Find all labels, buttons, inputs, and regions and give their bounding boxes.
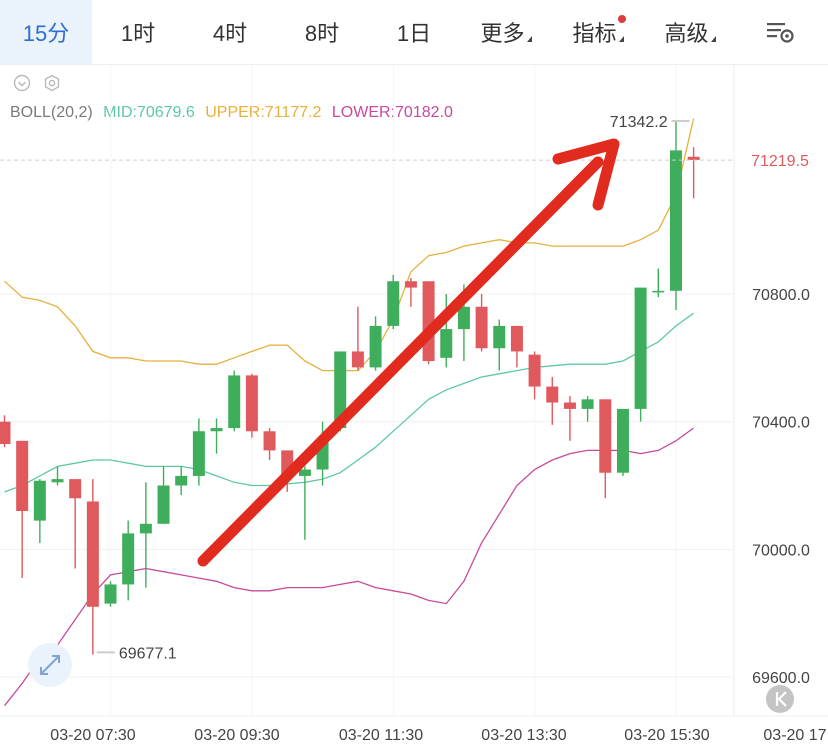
tab-label: 更多 xyxy=(480,21,525,46)
candle-body xyxy=(616,408,629,473)
candle-body xyxy=(69,479,82,499)
candle-body xyxy=(210,428,223,432)
tab-1[interactable]: 1时 xyxy=(92,0,184,64)
trend-arrow-head xyxy=(552,138,620,211)
candle-body xyxy=(510,325,523,352)
candle-body xyxy=(457,306,470,330)
dropdown-corner-icon xyxy=(618,36,624,42)
candle-body xyxy=(440,329,453,358)
y-tick-label: 69600.0 xyxy=(752,670,810,687)
expand-icon[interactable] xyxy=(28,643,72,687)
scroll-to-latest-icon[interactable] xyxy=(766,685,794,713)
candle-body xyxy=(104,584,117,604)
candle-body xyxy=(599,399,612,473)
tab-7[interactable]: 高级 xyxy=(644,0,736,64)
y-tick-label: 70800.0 xyxy=(752,287,810,304)
trend-arrow-shaft xyxy=(197,156,604,567)
chart-settings-icon[interactable] xyxy=(764,18,796,46)
candle-body xyxy=(546,386,559,403)
candle-body xyxy=(351,351,364,368)
x-tick-label: 03-20 07:30 xyxy=(50,727,136,744)
candle-body xyxy=(475,306,488,349)
candle-body xyxy=(687,156,700,160)
tab-label: 15分 xyxy=(22,21,70,46)
candlestick-chart[interactable]: 70800.0 70400.0 70000.0 69600.0 03-20 07:30 0… xyxy=(0,64,828,748)
tab-bar-divider xyxy=(0,64,828,65)
tab-label: 4时 xyxy=(212,21,248,46)
candle-body xyxy=(228,375,241,429)
boll-name: BOLL(20,2) xyxy=(10,104,93,121)
notification-dot-icon xyxy=(618,15,626,23)
tab-6[interactable]: 指标 xyxy=(552,0,644,64)
x-tick-label: 03-20 11:30 xyxy=(339,727,423,744)
candle-body xyxy=(669,150,682,291)
boll-legend: BOLL(20,2) MID:70679.6 UPPER:71177.2 LOW… xyxy=(10,104,459,122)
boll-upper-label: UPPER:71177.2 xyxy=(205,104,322,121)
candle-body xyxy=(263,431,276,451)
candle-body xyxy=(192,431,205,476)
tab-label: 1时 xyxy=(120,21,156,46)
candle-body xyxy=(175,475,188,486)
indicator-check-icon[interactable] xyxy=(13,74,31,92)
candle-body xyxy=(387,281,400,326)
boll-lower-label: LOWER:70182.0 xyxy=(331,104,453,121)
candle-body xyxy=(334,351,347,429)
tab-2[interactable]: 4时 xyxy=(184,0,276,64)
boll-lower-line xyxy=(3,427,694,707)
candle-body xyxy=(139,523,152,534)
candle-body xyxy=(369,325,382,368)
candle-body xyxy=(157,485,170,524)
last-price-label: 71219.5 xyxy=(751,153,809,170)
tab-4[interactable]: 1日 xyxy=(368,0,460,64)
candle-body xyxy=(581,399,594,409)
dropdown-corner-icon xyxy=(526,36,532,42)
candle-body xyxy=(652,290,665,293)
indicator-settings-icon[interactable] xyxy=(43,74,61,92)
candle-body xyxy=(634,287,647,409)
tab-3[interactable]: 8时 xyxy=(276,0,368,64)
tab-label: 1日 xyxy=(396,21,432,46)
tab-0[interactable]: 15分 xyxy=(0,0,92,64)
tab-label: 8时 xyxy=(304,21,340,46)
boll-upper-line xyxy=(4,118,695,372)
tab-5[interactable]: 更多 xyxy=(460,0,552,64)
y-tick-label: 70400.0 xyxy=(752,415,810,432)
candle-body xyxy=(0,421,11,445)
tab-label: 高级 xyxy=(664,21,709,46)
x-tick-label: 03-20 17 xyxy=(763,727,826,744)
low-price-label: 69677.1 xyxy=(119,645,177,662)
x-tick-label: 03-20 15:30 xyxy=(624,727,710,744)
x-tick-label: 03-20 09:30 xyxy=(194,727,280,744)
candle-body xyxy=(563,402,576,409)
candle-body xyxy=(33,480,46,521)
candle-body xyxy=(122,533,135,585)
boll-mid-label: MID:70679.6 xyxy=(103,104,195,121)
candle-body xyxy=(16,440,29,512)
x-tick-label: 03-20 13:30 xyxy=(481,727,567,744)
candle-body xyxy=(493,325,506,349)
high-price-label: 71342.2 xyxy=(610,114,668,131)
boll-mid-line xyxy=(4,312,694,493)
candle-body xyxy=(51,479,64,483)
candle-body xyxy=(245,375,258,432)
dropdown-corner-icon xyxy=(710,36,716,42)
candle-body xyxy=(86,501,99,607)
y-tick-label: 70000.0 xyxy=(752,542,810,559)
timeframe-tab-bar: 15分 1时 4时 8时 1日 更多 指标 高级 xyxy=(0,0,828,64)
candle-body xyxy=(404,281,417,288)
tab-label: 指标 xyxy=(572,21,617,46)
candle-body xyxy=(298,469,311,476)
candle-body xyxy=(528,354,541,387)
